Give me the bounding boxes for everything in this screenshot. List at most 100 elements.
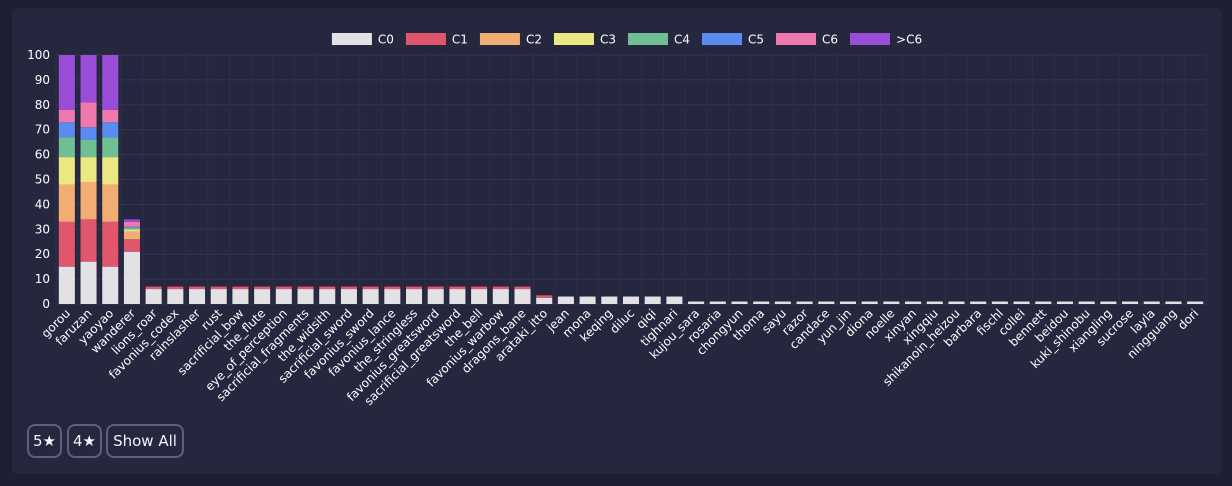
bar-segment	[297, 289, 314, 304]
bar-segment	[1187, 301, 1204, 304]
bar-segment	[774, 301, 791, 304]
y-tick-label: 50	[35, 173, 50, 187]
legend-label: C3	[600, 33, 616, 47]
y-tick-label: 10	[35, 272, 50, 286]
bar-segment	[622, 296, 640, 304]
bar-segment	[123, 239, 140, 252]
bar-segment	[80, 55, 97, 103]
bar-segment	[557, 296, 574, 304]
bar-segment	[536, 295, 553, 298]
y-tick-label: 30	[35, 222, 50, 236]
bar-segment	[58, 55, 75, 110]
bar-segment	[58, 266, 75, 304]
bar-segment	[1078, 301, 1095, 304]
bar-segment	[232, 289, 249, 304]
bar-segment	[167, 289, 184, 304]
legend-label: C0	[378, 33, 394, 47]
legend-swatch	[776, 33, 816, 45]
x-tick-label: dori	[1175, 306, 1201, 332]
bar-segment	[449, 286, 466, 290]
bar-segment	[102, 266, 119, 304]
bar-segment	[58, 184, 75, 222]
legend-swatch	[627, 33, 668, 45]
bar-segment	[297, 286, 314, 290]
y-tick-label: 100	[27, 48, 50, 62]
bar-segment	[471, 286, 488, 290]
bar-segment	[644, 296, 661, 304]
bar-segment	[80, 102, 97, 128]
bar-segment	[1035, 301, 1052, 304]
legend-swatch	[479, 33, 520, 45]
show-all-button[interactable]: Show All	[106, 424, 184, 458]
bar-segment	[709, 301, 726, 304]
bar-segment	[883, 301, 900, 304]
y-tick-label: 60	[35, 148, 50, 162]
bar-segment	[123, 219, 140, 222]
bar-segment	[102, 221, 119, 267]
bar-segment	[189, 289, 206, 304]
bar-segment	[948, 301, 965, 304]
y-tick-label: 80	[35, 98, 50, 112]
bar-segment	[58, 122, 75, 138]
legend-swatch	[331, 33, 372, 45]
legend-swatch	[701, 33, 742, 45]
chart-panel	[12, 8, 1222, 474]
y-tick-label: 40	[35, 197, 50, 211]
bar-segment	[405, 289, 423, 304]
bar-segment	[123, 226, 140, 229]
bar-segment	[254, 286, 271, 290]
bar-segment	[80, 127, 97, 140]
bar-segment	[58, 137, 75, 158]
y-tick-label: 90	[35, 73, 50, 87]
bar-segment	[492, 286, 509, 290]
bar-segment	[861, 301, 878, 304]
bar-segment	[471, 289, 488, 304]
bar-segment	[232, 286, 249, 290]
bar-segment	[514, 286, 531, 290]
bar-segment	[731, 301, 748, 304]
bar-segment	[384, 286, 401, 290]
bar-segment	[1122, 301, 1139, 304]
bar-segment	[189, 286, 206, 290]
bar-segment	[80, 157, 97, 182]
bar-segment	[102, 122, 119, 138]
legend-label: C6	[822, 33, 838, 47]
y-tick-label: 70	[35, 123, 50, 137]
bar-segment	[80, 181, 97, 220]
legend-label: C5	[748, 33, 764, 47]
bar-segment	[1143, 301, 1160, 304]
y-tick-label: 0	[42, 297, 50, 311]
bar-segment	[427, 286, 444, 290]
bar-segment	[796, 301, 813, 304]
bar-segment	[427, 289, 444, 304]
bar-segment	[210, 289, 227, 304]
bar-segment	[449, 289, 466, 304]
bar-segment	[536, 297, 553, 304]
y-tick-label: 20	[35, 247, 50, 261]
bar-segment	[340, 289, 357, 304]
bar-segment	[601, 296, 618, 304]
bar-segment	[405, 286, 423, 290]
bar-segment	[102, 109, 119, 123]
bar-segment	[275, 286, 292, 290]
bar-segment	[362, 286, 379, 290]
bar-segment	[319, 289, 336, 304]
bar-segment	[58, 109, 75, 123]
bar-segment	[1165, 301, 1182, 304]
bar-segment	[167, 286, 184, 290]
bar-segment	[579, 296, 596, 304]
bar-segment	[384, 289, 401, 304]
legend-label: C2	[526, 33, 542, 47]
filter-5-star-button[interactable]: 5★	[27, 424, 62, 458]
bar-segment	[839, 301, 857, 304]
filter-4-star-button[interactable]: 4★	[67, 424, 102, 458]
bar-segment	[275, 289, 292, 304]
bar-segment	[123, 221, 140, 227]
bar-segment	[362, 289, 379, 304]
bar-segment	[80, 261, 97, 304]
bar-segment	[210, 286, 227, 290]
bar-segment	[123, 251, 140, 304]
bar-segment	[818, 301, 835, 304]
bar-segment	[319, 286, 336, 290]
